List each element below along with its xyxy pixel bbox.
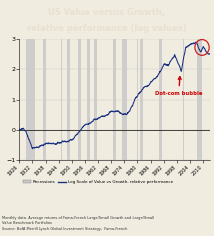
- Bar: [94, 39, 97, 160]
- Legend: Recessions, Log Scale of Value vs Growth, relative performance: Recessions, Log Scale of Value vs Growth…: [21, 178, 174, 186]
- Bar: [122, 39, 127, 160]
- Bar: [137, 39, 138, 160]
- Bar: [140, 39, 143, 160]
- Text: Value Benchmark Portfolios: Value Benchmark Portfolios: [2, 221, 52, 225]
- Bar: [26, 39, 36, 160]
- Bar: [67, 39, 70, 160]
- Text: US Value versus Growth,: US Value versus Growth,: [49, 8, 165, 17]
- Bar: [183, 39, 184, 160]
- Bar: [159, 39, 162, 160]
- Text: relative performance (log values): relative performance (log values): [27, 24, 187, 33]
- Bar: [78, 39, 82, 160]
- Text: Monthly data. Average returns of Fama-French Large/Small Growth and Large/Small: Monthly data. Average returns of Fama-Fr…: [2, 216, 154, 220]
- Text: Source: BofA Merrill Lynch Global Investment Strategy,  Fama-French: Source: BofA Merrill Lynch Global Invest…: [2, 227, 128, 231]
- Bar: [43, 39, 46, 160]
- Text: Dot-com bubble: Dot-com bubble: [155, 77, 202, 96]
- Bar: [197, 39, 202, 160]
- Bar: [113, 39, 116, 160]
- Bar: [61, 39, 62, 160]
- Bar: [87, 39, 90, 160]
